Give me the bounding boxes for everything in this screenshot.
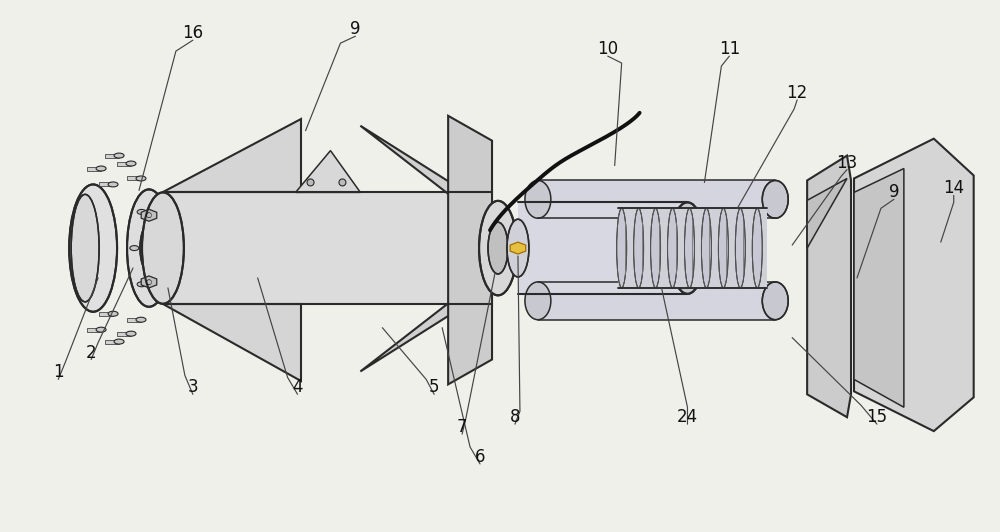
Ellipse shape	[96, 166, 106, 171]
Text: 15: 15	[866, 408, 888, 426]
Ellipse shape	[130, 246, 139, 251]
Polygon shape	[807, 178, 847, 248]
Ellipse shape	[152, 210, 161, 214]
Bar	[99, 312, 113, 315]
Bar	[518, 202, 687, 294]
Polygon shape	[807, 155, 851, 417]
Ellipse shape	[96, 327, 106, 332]
Text: 9: 9	[350, 20, 361, 38]
Polygon shape	[448, 116, 492, 385]
Bar	[117, 162, 131, 165]
Text: 4: 4	[292, 378, 303, 396]
Bar	[163, 193, 492, 304]
Bar	[105, 339, 119, 344]
Ellipse shape	[762, 282, 788, 320]
Ellipse shape	[69, 185, 117, 312]
Polygon shape	[360, 126, 450, 195]
Ellipse shape	[126, 331, 136, 336]
Text: 5: 5	[429, 378, 439, 396]
Bar	[127, 318, 141, 322]
Polygon shape	[296, 151, 360, 193]
Ellipse shape	[651, 209, 661, 288]
Ellipse shape	[136, 317, 146, 322]
Ellipse shape	[488, 222, 508, 274]
Bar	[117, 331, 131, 336]
Text: 13: 13	[836, 154, 858, 171]
Text: 3: 3	[188, 378, 198, 396]
Text: 7: 7	[457, 418, 467, 436]
Polygon shape	[163, 304, 301, 381]
Ellipse shape	[145, 242, 152, 254]
Text: 10: 10	[597, 40, 618, 58]
Ellipse shape	[159, 246, 168, 251]
Ellipse shape	[126, 161, 136, 166]
Polygon shape	[163, 119, 301, 193]
Bar	[105, 154, 119, 157]
Ellipse shape	[127, 189, 171, 307]
Text: 12: 12	[787, 84, 808, 102]
Ellipse shape	[507, 219, 529, 277]
Ellipse shape	[114, 153, 124, 158]
Ellipse shape	[152, 282, 161, 287]
Polygon shape	[510, 242, 526, 254]
Text: 1: 1	[53, 363, 64, 381]
Text: 9: 9	[889, 184, 899, 202]
Ellipse shape	[142, 193, 184, 304]
Ellipse shape	[752, 209, 762, 288]
Text: 16: 16	[182, 24, 203, 42]
Ellipse shape	[136, 176, 146, 181]
Ellipse shape	[670, 202, 705, 294]
Ellipse shape	[71, 194, 99, 302]
Ellipse shape	[339, 179, 346, 186]
Ellipse shape	[137, 282, 146, 287]
Ellipse shape	[108, 311, 118, 316]
Bar	[618, 209, 767, 288]
Ellipse shape	[735, 209, 745, 288]
Text: 8: 8	[510, 408, 520, 426]
Ellipse shape	[479, 201, 517, 295]
Ellipse shape	[617, 209, 627, 288]
Text: ○: ○	[146, 212, 152, 218]
Bar	[87, 167, 101, 170]
Ellipse shape	[140, 224, 158, 272]
Ellipse shape	[525, 180, 551, 218]
Ellipse shape	[114, 339, 124, 344]
Bar	[99, 182, 113, 186]
Polygon shape	[360, 302, 450, 371]
Text: 11: 11	[719, 40, 740, 58]
Polygon shape	[141, 209, 157, 221]
Polygon shape	[141, 276, 157, 288]
Ellipse shape	[525, 282, 551, 320]
Text: 2: 2	[86, 344, 96, 362]
Text: 14: 14	[943, 179, 964, 197]
Ellipse shape	[307, 179, 314, 186]
Ellipse shape	[108, 182, 118, 187]
Ellipse shape	[137, 210, 146, 214]
Ellipse shape	[684, 209, 694, 288]
Text: 6: 6	[475, 448, 485, 466]
Polygon shape	[854, 169, 904, 408]
Bar	[127, 177, 141, 180]
Ellipse shape	[634, 209, 644, 288]
Polygon shape	[854, 139, 974, 431]
Bar	[87, 328, 101, 331]
Ellipse shape	[701, 209, 711, 288]
Text: 24: 24	[677, 408, 698, 426]
Ellipse shape	[762, 180, 788, 218]
Ellipse shape	[718, 209, 728, 288]
Bar	[538, 180, 775, 218]
Bar	[538, 282, 775, 320]
Ellipse shape	[668, 209, 678, 288]
Text: ○: ○	[146, 279, 152, 285]
